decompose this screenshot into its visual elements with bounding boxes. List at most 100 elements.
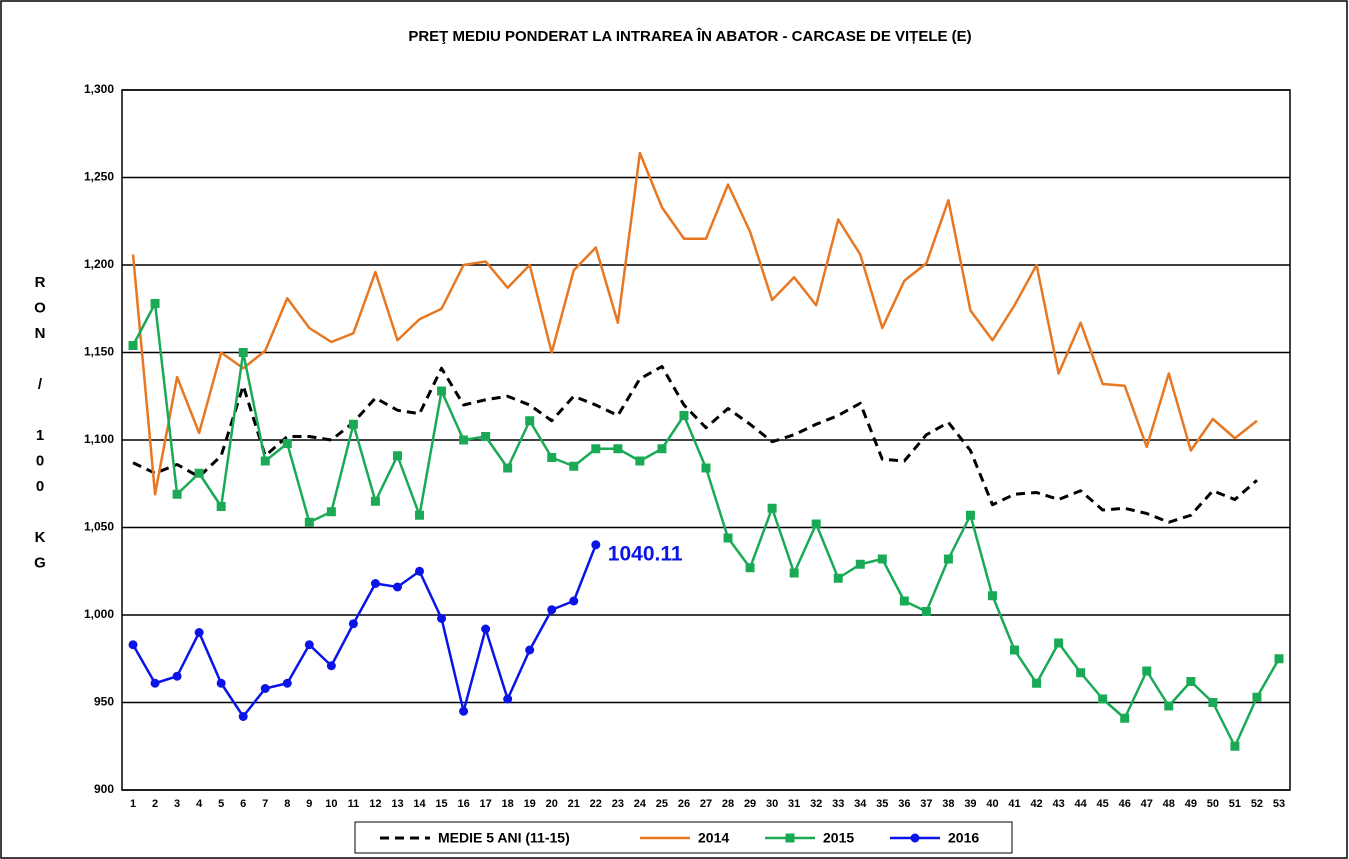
point [1010,645,1020,655]
legend-label: 2016 [948,830,979,846]
point [503,694,513,704]
point [569,461,579,471]
point [877,554,887,564]
point [260,684,270,693]
point [150,678,160,688]
point [128,640,138,650]
point [1120,713,1130,723]
x-tick-label: 27 [700,798,712,810]
legend-label: 2014 [698,830,729,846]
point [547,453,557,462]
x-tick-label: 36 [898,798,910,810]
point [525,645,535,655]
x-tick-label: 18 [502,798,514,810]
point [348,419,358,429]
point [194,468,204,478]
x-tick-label: 46 [1119,798,1131,810]
x-tick-label: 4 [196,798,203,810]
point [591,540,601,550]
point [1274,654,1284,664]
x-tick-label: 8 [284,798,290,810]
point [987,591,997,601]
point [194,628,204,637]
x-tick-label: 48 [1163,798,1175,810]
x-tick-label: 25 [656,798,668,810]
x-tick-label: 51 [1229,798,1241,810]
x-tick-label: 31 [788,798,800,810]
x-tick-label: 14 [413,798,426,810]
x-tick-label: 19 [524,798,536,810]
x-tick-label: 41 [1008,798,1020,810]
point [1208,698,1218,707]
legend-marker [910,833,920,843]
chart-title: PREŢ MEDIU PONDERAT LA INTRAREA ÎN ABATO… [408,27,971,45]
legend-marker [785,833,795,843]
point [1230,741,1240,751]
point [459,435,469,445]
x-tick-label: 33 [832,798,844,810]
x-tick-label: 23 [612,798,624,810]
x-tick-label: 38 [942,798,954,810]
point [745,563,755,573]
point [392,451,402,461]
y-tick-label: 1,200 [84,257,114,271]
point [415,510,425,520]
x-tick-label: 15 [435,798,447,810]
x-tick-label: 6 [240,798,246,810]
point [789,568,799,578]
point [965,510,975,520]
x-tick-label: 1 [130,798,136,810]
x-tick-label: 42 [1030,798,1042,810]
point [1098,694,1108,704]
x-tick-label: 44 [1075,798,1088,810]
point [216,678,226,688]
point [481,432,491,441]
point [326,661,336,671]
y-tick-label: 900 [94,782,114,796]
point [415,566,425,576]
point [547,605,557,615]
x-tick-label: 21 [568,798,580,810]
point [216,502,226,511]
x-tick-label: 3 [174,798,180,810]
point [304,640,314,650]
point [613,444,623,454]
point [326,507,336,517]
point [481,624,491,634]
x-tick-label: 29 [744,798,756,810]
x-tick-label: 13 [391,798,403,810]
point [635,456,645,466]
point [282,439,292,448]
x-tick-label: 43 [1052,798,1064,810]
x-tick-label: 37 [920,798,932,810]
point [657,444,667,454]
point [943,554,953,564]
series-line [131,544,597,718]
x-tick-label: 11 [348,798,360,810]
point [679,411,689,420]
point [767,503,777,513]
x-tick-label: 5 [218,798,224,810]
x-tick-label: 50 [1207,798,1219,810]
x-tick-label: 22 [590,798,602,810]
point [1164,701,1174,711]
point [723,533,733,543]
point [172,671,182,681]
point [921,607,931,616]
x-tick-label: 47 [1141,798,1153,810]
x-tick-label: 32 [810,798,822,810]
legend-label: MEDIE 5 ANI (11-15) [438,830,570,846]
point [150,299,160,308]
y-tick-label: 1,100 [84,432,114,446]
x-tick-label: 45 [1097,798,1109,810]
point [833,573,843,583]
series-line [132,365,1258,524]
point [1076,668,1086,678]
point [238,712,248,721]
point [348,619,358,629]
series-line [131,151,1258,496]
point [172,489,182,499]
x-tick-label: 20 [546,798,558,810]
x-tick-label: 24 [634,798,647,810]
x-tick-label: 10 [325,798,337,810]
